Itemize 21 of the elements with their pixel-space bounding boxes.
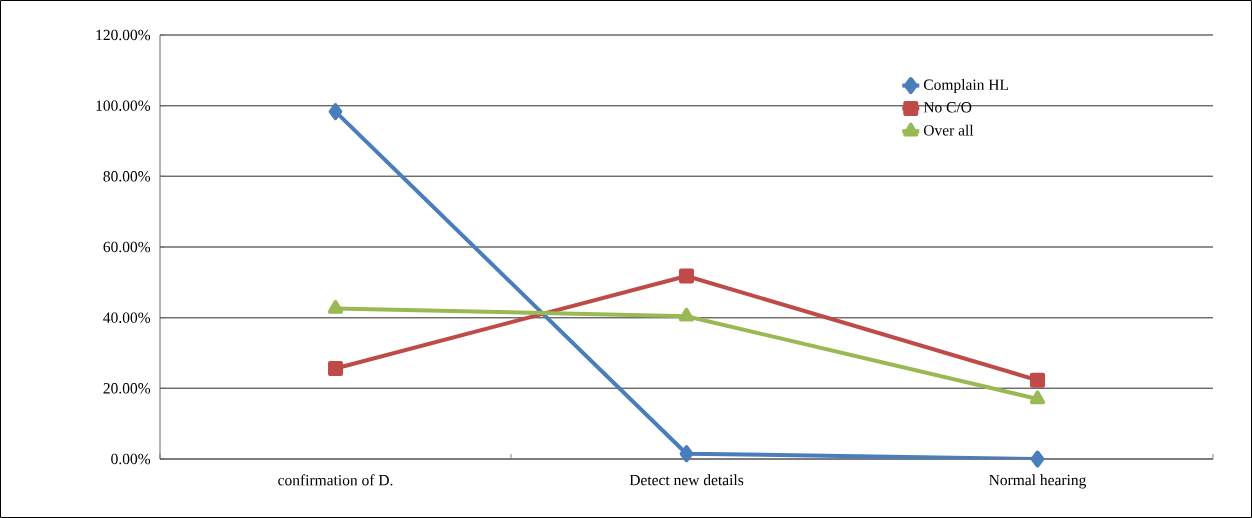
point bbox=[328, 103, 343, 121]
point bbox=[1030, 450, 1045, 468]
y-tick-label: 80.00% bbox=[103, 171, 151, 182]
point bbox=[1030, 372, 1045, 388]
y-tick-label: 120.00% bbox=[96, 29, 151, 41]
point bbox=[327, 299, 344, 314]
y-tick-label: 100.00% bbox=[96, 100, 151, 111]
y-tick-label: 40.00% bbox=[103, 312, 151, 323]
y-tick-label: 60.00% bbox=[103, 241, 151, 253]
y-tick-label: 0.00% bbox=[111, 453, 151, 465]
point bbox=[678, 307, 695, 322]
legend-label: Over all bbox=[923, 124, 974, 136]
point bbox=[679, 268, 694, 284]
x-tick-label: Detect new details bbox=[629, 474, 744, 486]
x-tick-label: confirmation of D. bbox=[278, 474, 393, 486]
legend-label: Complain HL bbox=[923, 79, 1009, 94]
x-tick-label: Normal hearing bbox=[989, 474, 1087, 489]
point bbox=[679, 445, 694, 463]
y-tick-label: 20.00% bbox=[103, 383, 151, 394]
point bbox=[328, 361, 343, 377]
point bbox=[1029, 390, 1046, 405]
